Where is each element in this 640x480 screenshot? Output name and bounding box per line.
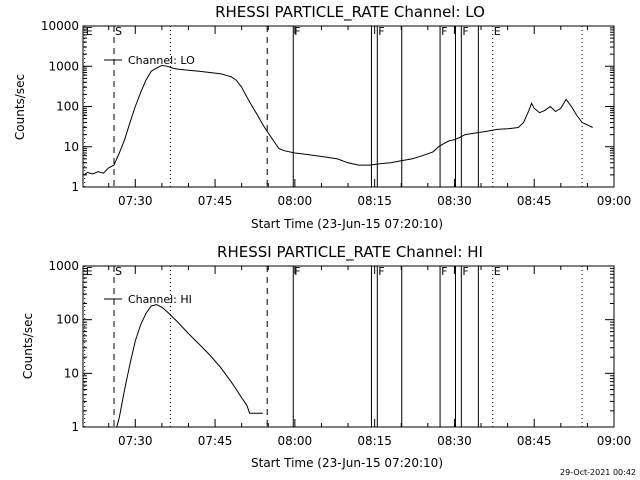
footer-timestamp: 29-Oct-2021 00:42	[560, 468, 636, 477]
panel-hi-flag-label-8: F	[441, 265, 447, 278]
panel-hi-frame	[82, 265, 615, 428]
panel-hi-xtick-label-0: 07:30	[118, 434, 153, 448]
panel-hi-flag-label-0: E	[86, 265, 93, 278]
panel-lo-flag-label-4: F	[294, 25, 300, 38]
panel-hi-legend-label: Channel: HI	[128, 293, 192, 306]
panel-hi-xtick-label-2: 08:00	[278, 434, 313, 448]
panel-hi-ytick-label-2: 100	[56, 313, 79, 327]
panel-hi-flag-label-10: F	[462, 265, 468, 278]
panel-lo-flag-label-1: S	[115, 25, 122, 38]
panel-hi-xtick-label-1: 07:45	[198, 434, 233, 448]
panel-lo-xtick-label-2: 08:00	[278, 194, 313, 208]
panel-lo-xtick-label-1: 07:45	[198, 194, 233, 208]
panel-lo-flag-label-8: F	[441, 25, 447, 38]
panel-lo-flag-label-6: F	[378, 25, 384, 38]
panel-hi-ytick-label-0: 1	[71, 420, 79, 434]
panel-lo-ylabel: Counts/sec	[13, 74, 27, 140]
panel-hi-flag-label-4: F	[294, 265, 300, 278]
panel-lo-plot: E S F F F F E 07:30 07:45 08:00 08:15 08:30 08:45 09:…	[41, 19, 631, 208]
panel-hi-flag-label-1: S	[115, 265, 122, 278]
panel-lo-ytick-label-3: 1000	[48, 59, 79, 73]
panel-hi-title: RHESSI PARTICLE_RATE Channel: HI	[217, 243, 483, 262]
panel-hi-xtick-label-4: 08:30	[437, 434, 472, 448]
panel-hi-plot: E S F F F F E 07:30 07:45 08:00 08:15 08:30 08:45 09:…	[48, 259, 631, 448]
panel-lo-xtick-label-6: 09:00	[597, 194, 632, 208]
panel-hi-flag-label-12: E	[494, 265, 501, 278]
panel-lo-ytick-label-2: 100	[56, 100, 79, 114]
panel-lo-series-line-0	[83, 64, 593, 176]
panel-hi-ytick-label-1: 10	[64, 366, 79, 380]
panel-lo-flag-label-0: E	[86, 25, 93, 38]
panel-hi-xlabel: Start Time (23-Jun-15 07:20:10)	[251, 456, 443, 470]
panel-lo-xtick-label-0: 07:30	[118, 194, 153, 208]
panel-lo-title: RHESSI PARTICLE_RATE Channel: LO	[215, 3, 485, 22]
panel-hi: RHESSI PARTICLE_RATE Channel: HI Counts/…	[21, 243, 631, 470]
panel-lo-xtick-label-4: 08:30	[437, 194, 472, 208]
panel-lo-ytick-label-1: 10	[64, 140, 79, 154]
panel-lo-xtick-label-3: 08:15	[357, 194, 392, 208]
panel-lo-legend-label: Channel: LO	[128, 54, 195, 67]
panel-hi-flag-label-6: F	[378, 265, 384, 278]
panel-hi-xtick-label-3: 08:15	[357, 434, 392, 448]
panel-lo-ytick-label-4: 10000	[41, 19, 79, 33]
panel-hi-ylabel: Counts/sec	[21, 313, 35, 379]
panel-hi-xtick-label-5: 08:45	[517, 434, 552, 448]
panel-hi-series-line-0	[116, 304, 263, 428]
panel-lo: RHESSI PARTICLE_RATE Channel: LO Counts/…	[13, 3, 631, 231]
panel-lo-xlabel: Start Time (23-Jun-15 07:20:10)	[251, 217, 443, 231]
panel-hi-xtick-label-6: 09:00	[597, 434, 632, 448]
panel-lo-flag-label-10: F	[462, 25, 468, 38]
panel-lo-xtick-label-5: 08:45	[517, 194, 552, 208]
panel-lo-flag-label-12: E	[494, 25, 501, 38]
panel-hi-ytick-label-3: 1000	[48, 259, 79, 273]
panel-lo-ytick-label-0: 1	[71, 180, 79, 194]
